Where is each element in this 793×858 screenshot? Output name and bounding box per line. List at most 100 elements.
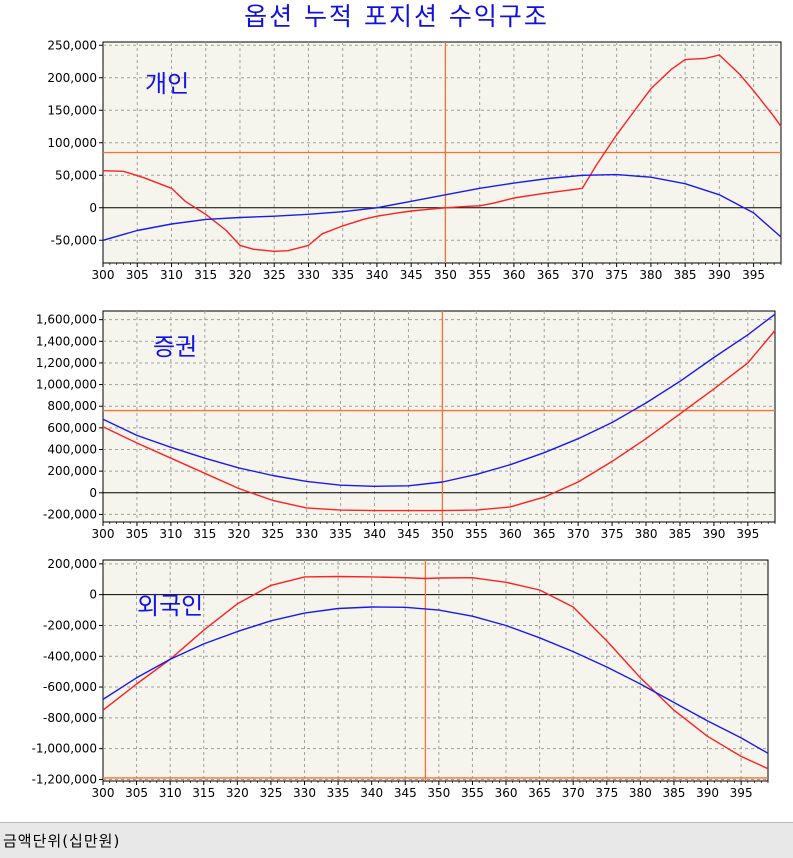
y-tick-label: 0 <box>89 588 97 602</box>
x-tick-label: 370 <box>567 527 590 541</box>
x-tick-label: 335 <box>329 527 352 541</box>
x-tick-label: 395 <box>736 527 759 541</box>
x-tick-label: 385 <box>663 786 686 800</box>
x-tick-label: 345 <box>400 268 423 282</box>
y-tick-label: 250,000 <box>47 38 97 52</box>
x-tick-label: 355 <box>465 527 488 541</box>
x-tick-label: 395 <box>730 786 753 800</box>
x-tick-label: 340 <box>360 786 383 800</box>
x-tick-label: 350 <box>427 786 450 800</box>
x-tick-label: 360 <box>495 786 518 800</box>
y-tick-label: 150,000 <box>47 103 97 117</box>
panel-label: 증권 <box>153 333 197 361</box>
y-tick-label: 200,000 <box>47 71 97 85</box>
y-tick-label: -50,000 <box>51 233 97 247</box>
x-tick-label: 300 <box>92 786 115 800</box>
y-tick-label: -200,000 <box>43 507 97 521</box>
x-tick-label: 365 <box>533 527 556 541</box>
y-tick-label: 600,000 <box>47 421 97 435</box>
x-tick-label: 365 <box>528 786 551 800</box>
x-tick-label: 315 <box>193 527 216 541</box>
y-tick-label: -400,000 <box>43 649 97 663</box>
y-tick-label: 200,000 <box>47 557 97 571</box>
grid-lines <box>103 560 768 781</box>
x-tick-label: 375 <box>601 527 624 541</box>
y-tick-label: -1,200,000 <box>32 772 97 786</box>
x-tick-label: 305 <box>125 786 148 800</box>
x-tick-label: 385 <box>674 268 697 282</box>
x-tick-label: 395 <box>742 268 765 282</box>
x-tick-label: 340 <box>363 527 386 541</box>
chart-panel-3: 300 305 310 315 320 325 330 335 340 345 350 355 360 3… <box>32 557 769 800</box>
x-tick-label: 380 <box>635 527 658 541</box>
series-line-2 <box>102 173 782 241</box>
y-tick-label: 400,000 <box>47 443 97 457</box>
x-tick-label: 310 <box>160 268 183 282</box>
y-tick-label: 0 <box>89 486 97 500</box>
panel-label: 외국인 <box>137 592 203 620</box>
y-tick-label: -800,000 <box>43 711 97 725</box>
x-tick-label: 370 <box>571 268 594 282</box>
x-tick-label: 340 <box>365 268 388 282</box>
x-tick-label: 380 <box>629 786 652 800</box>
y-tick-label: 0 <box>89 201 97 215</box>
x-tick-label: 300 <box>92 268 115 282</box>
x-tick-label: 305 <box>125 527 148 541</box>
x-tick-label: 375 <box>605 268 628 282</box>
x-tick-label: 310 <box>159 786 182 800</box>
x-tick-label: 330 <box>295 527 318 541</box>
x-tick-label: 360 <box>502 268 525 282</box>
charts-canvas: 300 305 310 315 320 325 330 335 340 345 350 355 360 3… <box>32 38 782 800</box>
chart-panel-1: 300 305 310 315 320 325 330 335 340 345 350 355 360 3… <box>47 38 782 282</box>
x-tick-label: 335 <box>327 786 350 800</box>
plot-area <box>102 310 776 523</box>
y-tick-label: -200,000 <box>43 618 97 632</box>
x-tick-label: 365 <box>537 268 560 282</box>
series-line-1 <box>102 54 782 253</box>
x-tick-label: 380 <box>639 268 662 282</box>
y-tick-label: 1,400,000 <box>36 334 97 348</box>
x-tick-label: 310 <box>159 527 182 541</box>
series-line-2 <box>102 606 769 754</box>
x-tick-label: 330 <box>293 786 316 800</box>
x-tick-label: 325 <box>263 268 286 282</box>
x-tick-label: 375 <box>595 786 618 800</box>
x-tick-label: 305 <box>126 268 149 282</box>
x-tick-label: 300 <box>92 527 115 541</box>
x-tick-label: 320 <box>226 786 249 800</box>
y-tick-label: 1,000,000 <box>36 378 97 392</box>
x-tick-label: 390 <box>696 786 719 800</box>
status-bar: 금액단위(십만원) <box>0 822 793 858</box>
amount-unit-label: 금액단위(십만원) <box>3 832 121 850</box>
series-line-1 <box>102 330 776 512</box>
x-tick-label: 320 <box>227 527 250 541</box>
series-line-2 <box>102 313 776 487</box>
x-tick-label: 385 <box>669 527 692 541</box>
y-tick-label: 200,000 <box>47 464 97 478</box>
x-tick-label: 350 <box>434 268 457 282</box>
y-tick-label: 50,000 <box>55 168 97 182</box>
x-tick-label: 360 <box>499 527 522 541</box>
x-tick-label: 325 <box>259 786 282 800</box>
chart-panel-2: 300 305 310 315 320 325 330 335 340 345 350 355 360 3… <box>36 310 776 541</box>
x-tick-label: 330 <box>297 268 320 282</box>
x-tick-label: 335 <box>331 268 354 282</box>
x-tick-label: 390 <box>702 527 725 541</box>
x-tick-label: 325 <box>261 527 284 541</box>
x-tick-label: 355 <box>468 268 491 282</box>
x-tick-label: 355 <box>461 786 484 800</box>
x-tick-label: 345 <box>394 786 417 800</box>
x-tick-label: 345 <box>397 527 420 541</box>
x-tick-label: 370 <box>562 786 585 800</box>
y-tick-label: 100,000 <box>47 136 97 150</box>
plot-area <box>102 559 769 782</box>
x-tick-label: 315 <box>194 268 217 282</box>
x-tick-label: 320 <box>229 268 252 282</box>
y-tick-label: 800,000 <box>47 399 97 413</box>
panel-label: 개인 <box>145 70 189 98</box>
y-tick-label: 1,600,000 <box>36 313 97 327</box>
y-tick-label: -1,000,000 <box>32 742 97 756</box>
page-title: 옵션 누적 포지션 수익구조 <box>244 2 549 31</box>
x-tick-label: 315 <box>192 786 215 800</box>
x-tick-label: 390 <box>708 268 731 282</box>
